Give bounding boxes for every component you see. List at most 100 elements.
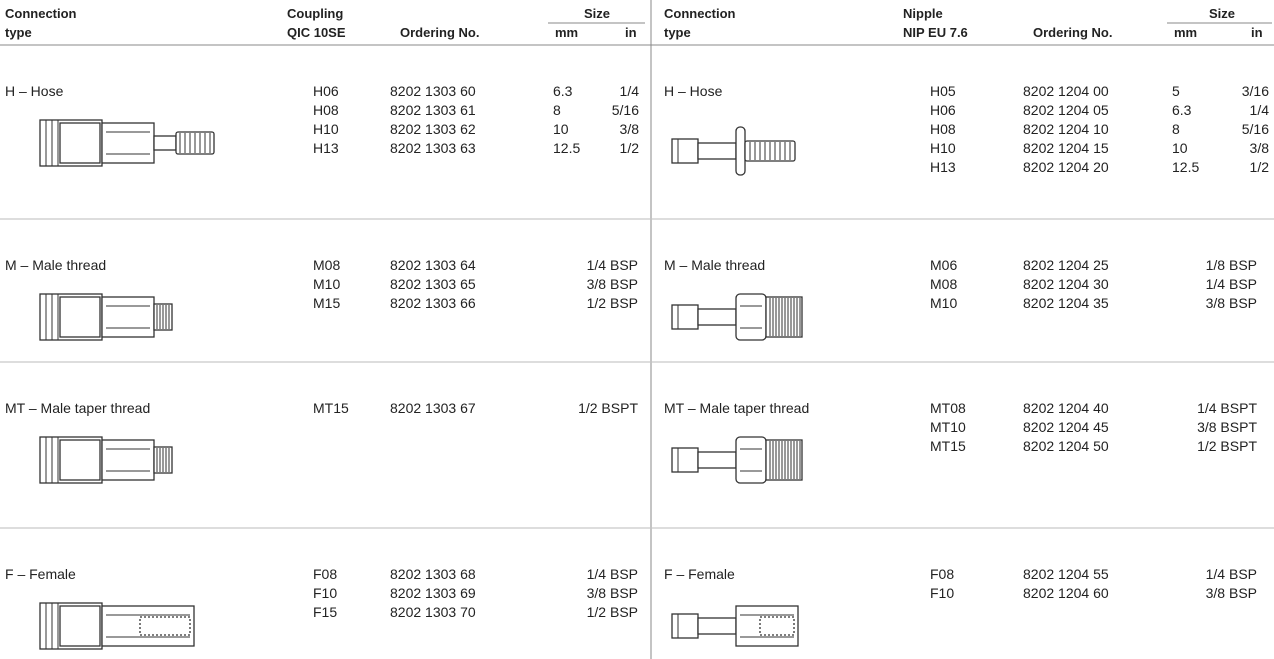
connection-type: F – Female bbox=[664, 566, 735, 582]
fitting-part bbox=[139, 616, 191, 636]
connection-type: F – Female bbox=[5, 566, 76, 582]
code: MT08 bbox=[930, 400, 966, 416]
header-text: in bbox=[625, 25, 637, 40]
fitting-part bbox=[735, 293, 767, 341]
ordering-no: 8202 1204 40 bbox=[1023, 400, 1109, 416]
code: MT15 bbox=[930, 438, 966, 454]
size-in: 5/16 bbox=[611, 102, 639, 118]
code: F08 bbox=[930, 566, 955, 582]
size: 3/8 BSP bbox=[1205, 585, 1257, 601]
code: M06 bbox=[930, 257, 958, 273]
size-mm: 6.3 bbox=[553, 83, 573, 99]
fitting-part bbox=[153, 135, 177, 151]
size: 1/2 BSPT bbox=[1197, 438, 1257, 454]
fitting-part bbox=[697, 451, 737, 469]
size: 1/2 BSPT bbox=[578, 400, 638, 416]
code: F15 bbox=[313, 604, 338, 620]
size-in: 3/16 bbox=[1241, 83, 1269, 99]
size: 1/4 BSP bbox=[586, 257, 638, 273]
fitting-drawing bbox=[39, 119, 215, 167]
ordering-no: 8202 1204 10 bbox=[1023, 121, 1109, 137]
fitting-part bbox=[671, 304, 699, 330]
fitting-part bbox=[697, 617, 737, 635]
size: 1/8 BSP bbox=[1205, 257, 1257, 273]
fitting-part bbox=[101, 439, 155, 481]
code: MT15 bbox=[313, 400, 349, 416]
code: F08 bbox=[313, 566, 338, 582]
connection-type: M – Male thread bbox=[664, 257, 766, 273]
code: H06 bbox=[313, 83, 339, 99]
ordering-no: 8202 1303 68 bbox=[390, 566, 476, 582]
connection-type: MT – Male taper thread bbox=[664, 400, 810, 416]
ordering-no: 8202 1204 15 bbox=[1023, 140, 1109, 156]
size-mm: 10 bbox=[1172, 140, 1188, 156]
ordering-no: 8202 1204 05 bbox=[1023, 102, 1109, 118]
fitting-part bbox=[59, 605, 101, 647]
size: 3/8 BSP bbox=[586, 276, 638, 292]
header-text: type bbox=[664, 25, 691, 40]
code: H06 bbox=[930, 102, 956, 118]
code: H05 bbox=[930, 83, 956, 99]
size-in: 1/2 bbox=[1249, 159, 1269, 175]
fitting-part bbox=[697, 142, 737, 160]
ordering-no: 8202 1303 65 bbox=[390, 276, 476, 292]
code: H10 bbox=[313, 121, 339, 137]
size-in: 3/8 bbox=[1249, 140, 1269, 156]
ordering-no: 8202 1303 70 bbox=[390, 604, 476, 620]
size: 1/4 BSP bbox=[586, 566, 638, 582]
header-text: mm bbox=[1174, 25, 1198, 40]
ordering-no: 8202 1204 50 bbox=[1023, 438, 1109, 454]
fitting-drawing bbox=[671, 605, 799, 647]
header-text: mm bbox=[555, 25, 579, 40]
header-text: QIC 10SE bbox=[287, 25, 346, 40]
fitting-part bbox=[697, 308, 737, 326]
fitting-part bbox=[735, 436, 767, 484]
ordering-no: 8202 1204 30 bbox=[1023, 276, 1109, 292]
size: 3/8 BSPT bbox=[1197, 419, 1257, 435]
header-text: Size bbox=[1208, 6, 1235, 21]
ordering-no: 8202 1303 69 bbox=[390, 585, 476, 601]
fitting-part bbox=[101, 296, 155, 338]
size: 3/8 BSP bbox=[1205, 295, 1257, 311]
ordering-no: 8202 1303 64 bbox=[390, 257, 476, 273]
ordering-no: 8202 1204 55 bbox=[1023, 566, 1109, 582]
fitting-part bbox=[59, 122, 101, 164]
ordering-no: 8202 1204 20 bbox=[1023, 159, 1109, 175]
code: M15 bbox=[313, 295, 341, 311]
header-text: Coupling bbox=[287, 6, 344, 21]
code: H08 bbox=[313, 102, 339, 118]
size-mm: 8 bbox=[553, 102, 561, 118]
connection-type: H – Hose bbox=[664, 83, 723, 99]
size-in: 1/4 bbox=[1249, 102, 1269, 118]
code: M10 bbox=[313, 276, 341, 292]
ordering-no: 8202 1303 66 bbox=[390, 295, 476, 311]
code: H08 bbox=[930, 121, 956, 137]
header-text: Connection bbox=[664, 6, 736, 21]
size: 3/8 BSP bbox=[586, 585, 638, 601]
fitting-part bbox=[101, 122, 155, 164]
size-in: 5/16 bbox=[1241, 121, 1269, 137]
fitting-drawing bbox=[671, 293, 803, 341]
fitting-part bbox=[765, 296, 803, 338]
header-text: Ordering No. bbox=[1033, 25, 1113, 40]
connection-type: MT – Male taper thread bbox=[5, 400, 151, 416]
fitting-drawing bbox=[671, 126, 796, 176]
code: F10 bbox=[313, 585, 338, 601]
header-text: Connection bbox=[5, 6, 77, 21]
ordering-no: 8202 1303 67 bbox=[390, 400, 476, 416]
size: 1/2 BSP bbox=[586, 295, 638, 311]
ordering-no: 8202 1303 60 bbox=[390, 83, 476, 99]
header-text: in bbox=[1251, 25, 1263, 40]
connection-type: M – Male thread bbox=[5, 257, 107, 273]
header-text: Nipple bbox=[903, 6, 943, 21]
size-in: 1/4 bbox=[619, 83, 639, 99]
size-mm: 10 bbox=[553, 121, 569, 137]
fitting-drawing bbox=[39, 602, 195, 650]
ordering-no: 8202 1303 63 bbox=[390, 140, 476, 156]
fitting-part bbox=[671, 447, 699, 473]
fitting-part bbox=[59, 439, 101, 481]
fitting-part bbox=[671, 613, 699, 639]
fitting-part bbox=[735, 126, 746, 176]
